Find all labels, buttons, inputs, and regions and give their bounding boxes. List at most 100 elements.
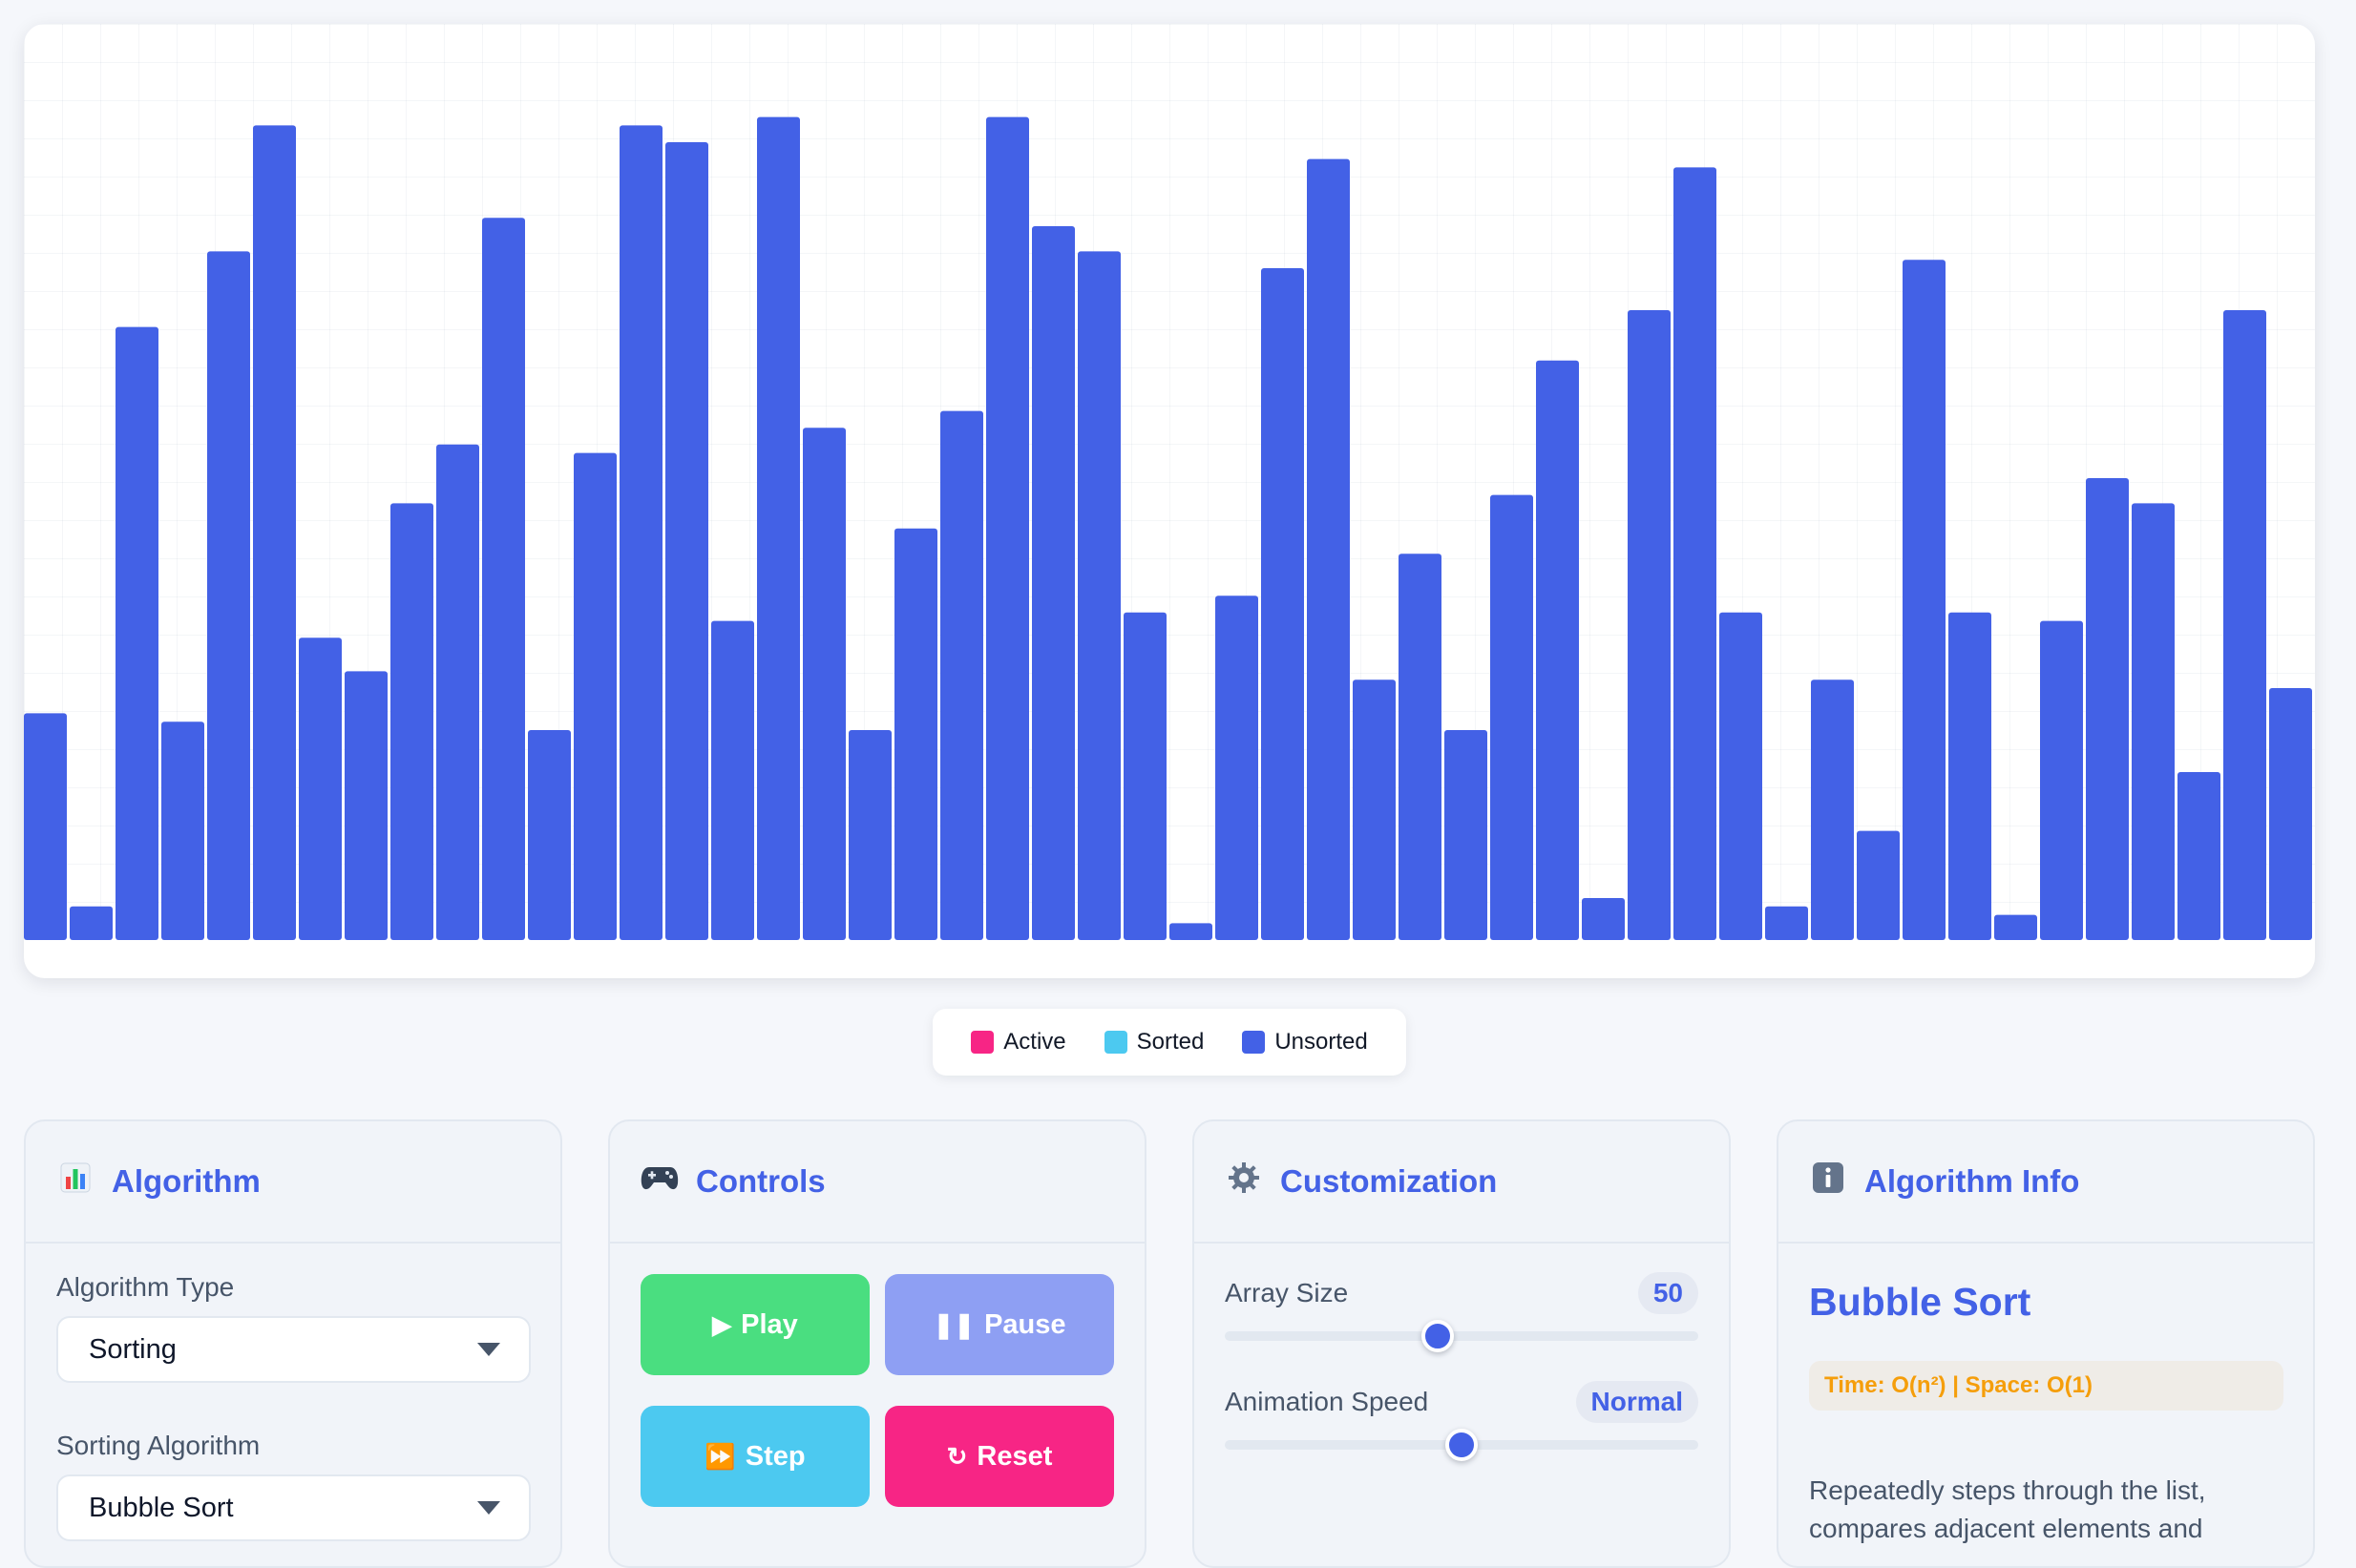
array-size-value: 50 xyxy=(1637,1272,1698,1314)
array-bar xyxy=(1490,494,1533,940)
array-bar xyxy=(390,503,433,940)
array-bar xyxy=(116,326,158,941)
legend-unsorted-label: Unsorted xyxy=(1274,1029,1368,1055)
sorting-algorithm-select[interactable]: Bubble Sort xyxy=(56,1474,531,1541)
algorithm-info-panel: Algorithm Info Bubble Sort Time: O(n²) |… xyxy=(1777,1119,2315,1568)
array-bar xyxy=(849,730,892,940)
play-label: Play xyxy=(741,1308,798,1340)
array-bar xyxy=(1765,906,1808,940)
active-swatch xyxy=(971,1031,995,1054)
pause-button[interactable]: ❚❚ Pause xyxy=(885,1274,1114,1375)
legend: Active Sorted Unsorted xyxy=(933,1009,1406,1076)
array-bar xyxy=(1444,730,1487,940)
customization-panel: Customization Array Size 50 Animation Sp… xyxy=(1192,1119,1731,1568)
animation-speed-slider-thumb[interactable] xyxy=(1445,1429,1478,1461)
algorithm-type-select[interactable]: Sorting xyxy=(56,1316,531,1383)
reset-button[interactable]: ↻ Reset xyxy=(885,1406,1114,1507)
array-bar xyxy=(1307,158,1350,941)
algorithm-type-label: Algorithm Type xyxy=(56,1272,235,1302)
legend-item-active: Active xyxy=(971,1029,1066,1056)
array-bar xyxy=(1948,612,1991,940)
array-bar xyxy=(1673,167,1716,940)
array-bar xyxy=(757,116,800,941)
bar-chart xyxy=(24,116,2312,941)
controls-panel-header: Controls xyxy=(610,1121,1145,1244)
algorithm-panel: Algorithm Algorithm Type Sorting Sorting… xyxy=(24,1119,562,1568)
sorting-algorithm-value: Bubble Sort xyxy=(89,1492,234,1523)
animation-speed-slider[interactable] xyxy=(1225,1429,1698,1461)
array-bar xyxy=(2086,478,2129,940)
fast-forward-icon: ⏩ xyxy=(705,1441,736,1471)
reset-icon: ↻ xyxy=(946,1441,968,1471)
sorting-algorithm-label: Sorting Algorithm xyxy=(56,1431,261,1460)
legend-item-sorted: Sorted xyxy=(1104,1029,1205,1056)
array-size-label: Array Size xyxy=(1225,1278,1349,1307)
array-bar xyxy=(574,452,617,940)
algorithm-type-value: Sorting xyxy=(89,1333,177,1365)
step-label: Step xyxy=(745,1440,806,1472)
array-bar xyxy=(345,671,388,940)
array-bar xyxy=(1399,554,1441,940)
array-bar xyxy=(1811,679,1854,940)
unsorted-swatch xyxy=(1242,1031,1266,1054)
chevron-down-icon xyxy=(477,1501,500,1515)
gamepad-icon xyxy=(641,1163,679,1201)
array-bar xyxy=(1353,679,1396,940)
array-bar xyxy=(1628,310,1671,940)
visualization-canvas xyxy=(24,24,2315,978)
array-bar xyxy=(1857,830,1900,940)
play-button[interactable]: ▶ Play xyxy=(641,1274,870,1375)
legend-sorted-label: Sorted xyxy=(1136,1029,1205,1055)
array-bar xyxy=(253,125,296,940)
array-bar xyxy=(986,116,1029,941)
array-bar xyxy=(940,410,983,941)
customization-panel-header: Customization xyxy=(1194,1121,1729,1244)
array-bar xyxy=(1261,268,1304,940)
array-bar xyxy=(2040,620,2083,940)
array-bar xyxy=(803,428,846,940)
array-bar xyxy=(207,251,250,940)
array-bar xyxy=(1124,612,1167,940)
array-bar xyxy=(2223,310,2266,940)
array-bar xyxy=(24,713,67,940)
array-bar xyxy=(1032,226,1075,940)
algorithm-panel-title: Algorithm xyxy=(112,1163,261,1199)
algorithm-description: Repeatedly steps through the list, compa… xyxy=(1809,1475,2206,1543)
pause-icon: ❚❚ xyxy=(933,1309,976,1339)
animation-speed-value: Normal xyxy=(1575,1381,1698,1423)
array-size-slider-thumb[interactable] xyxy=(1421,1320,1455,1352)
complexity-text: Time: O(n²) | Space: O(1) xyxy=(1824,1372,2093,1398)
animation-speed-label: Animation Speed xyxy=(1225,1387,1429,1416)
controls-panel-title: Controls xyxy=(696,1163,826,1199)
array-bar xyxy=(161,721,204,940)
step-button[interactable]: ⏩ Step xyxy=(641,1406,870,1507)
array-bar xyxy=(482,218,525,940)
algorithm-panel-header: Algorithm xyxy=(26,1121,560,1244)
reset-label: Reset xyxy=(977,1440,1053,1472)
array-bar xyxy=(711,620,754,940)
complexity-badge: Time: O(n²) | Space: O(1) xyxy=(1809,1361,2283,1411)
bar-chart-icon xyxy=(56,1161,95,1202)
legend-item-unsorted: Unsorted xyxy=(1242,1029,1368,1056)
info-icon xyxy=(1809,1161,1847,1202)
array-size-slider[interactable] xyxy=(1225,1320,1698,1352)
array-bar xyxy=(2269,688,2312,940)
array-bar xyxy=(299,638,342,940)
legend-active-label: Active xyxy=(1003,1029,1066,1055)
array-bar xyxy=(1582,898,1625,940)
customization-panel-title: Customization xyxy=(1280,1163,1498,1199)
array-bar xyxy=(2177,772,2220,940)
controls-panel: Controls ▶ Play ❚❚ Pause ⏩ Step ↻ Reset xyxy=(608,1119,1146,1568)
array-bar xyxy=(528,730,571,940)
algorithm-info-panel-header: Algorithm Info xyxy=(1778,1121,2313,1244)
array-bar xyxy=(1719,612,1762,940)
array-bar xyxy=(1903,260,1946,940)
play-icon: ▶ xyxy=(712,1309,732,1339)
array-bar xyxy=(2132,503,2175,940)
algorithm-info-panel-title: Algorithm Info xyxy=(1864,1163,2080,1199)
algorithm-name: Bubble Sort xyxy=(1809,1280,2031,1324)
array-bar xyxy=(436,444,479,940)
array-bar xyxy=(1536,360,1579,940)
array-bar xyxy=(1215,596,1258,940)
pause-label: Pause xyxy=(984,1308,1066,1340)
